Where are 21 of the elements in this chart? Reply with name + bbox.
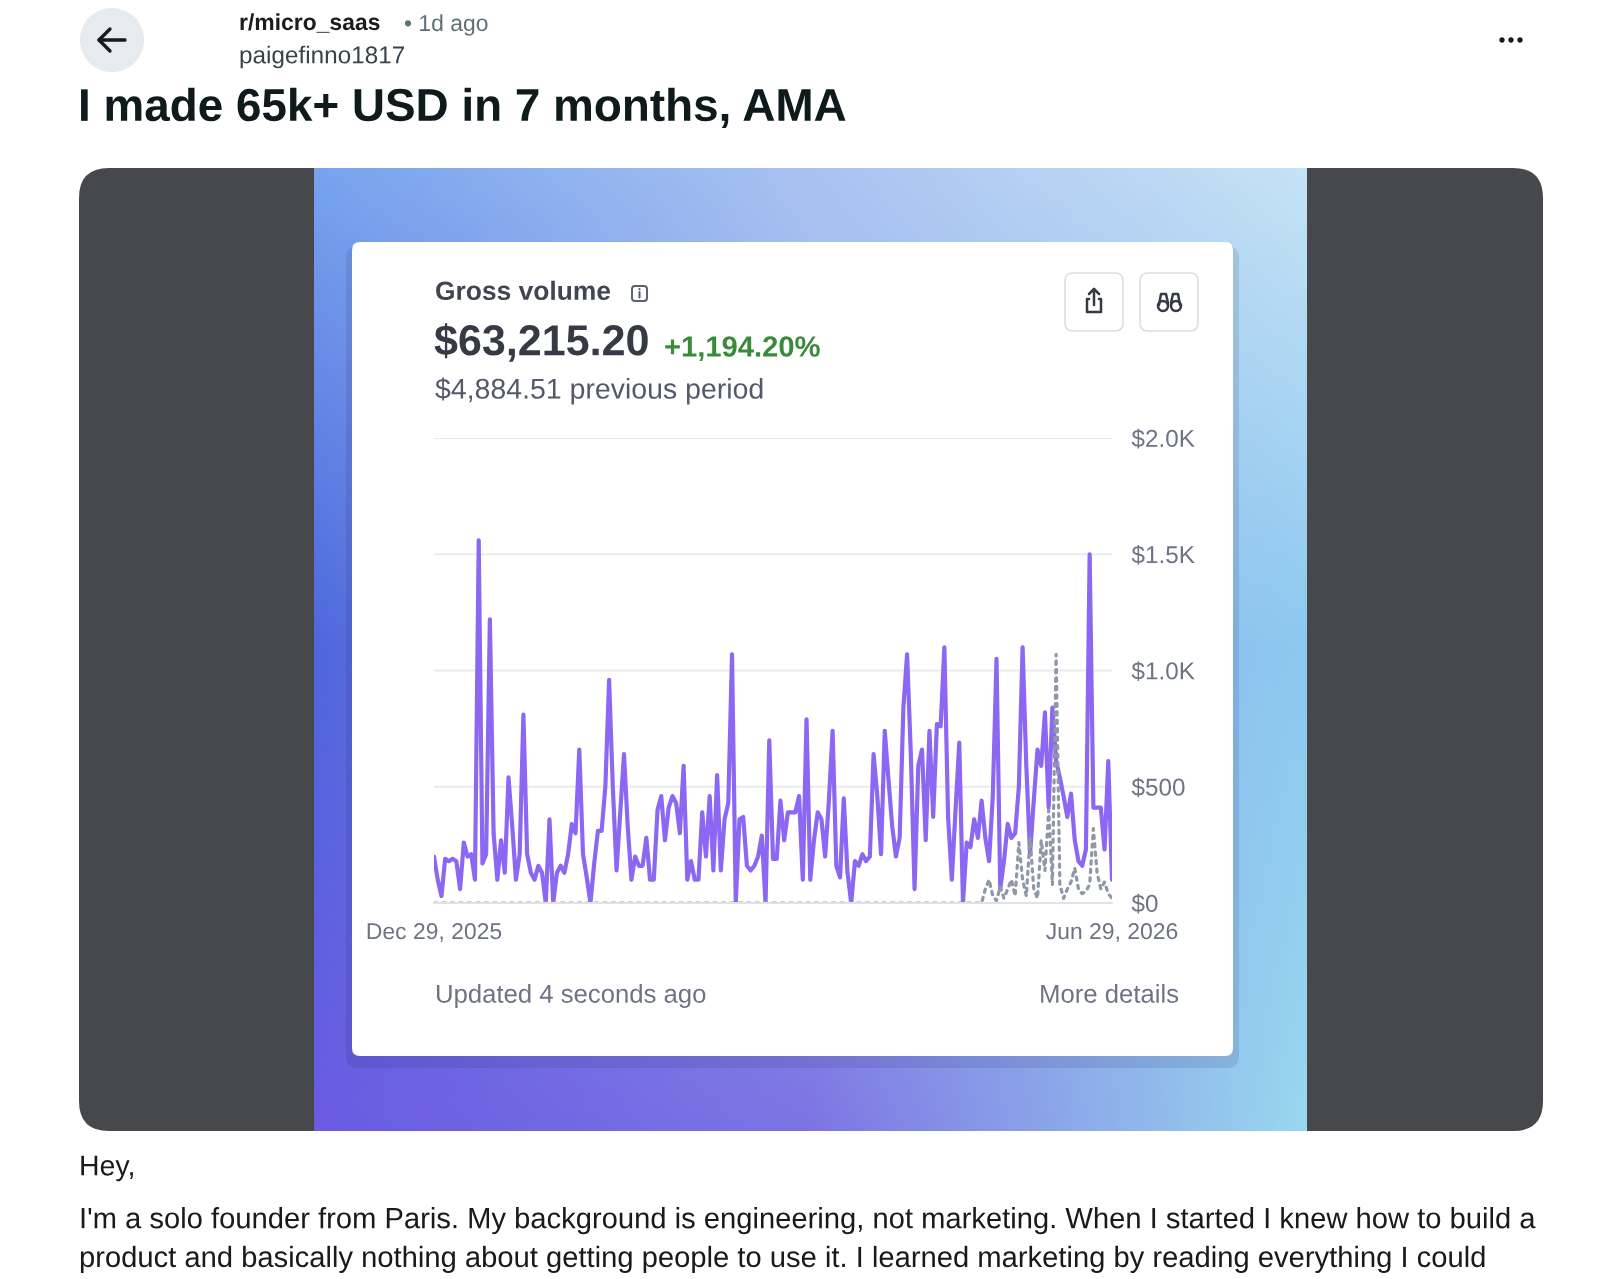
text: I'm a solo founder from Paris. My background is engineering, not marketing. When I started I knew how to build a product and basically nothing about getting people to use it. I learned marketing by reading everything I could [80, 1207, 1536, 1273]
text: I made 65k+ USD in 7 months, AMA [81, 87, 846, 128]
x-tick-label: Dec 29, 2025 [367, 923, 502, 942]
text: paigefinno1817 [240, 45, 405, 69]
y-tick-label: $1.0K [1131, 661, 1195, 681]
text: More details [1041, 984, 1179, 1003]
line-series [434, 652, 1112, 903]
y-tick-label: $1.5K [1131, 545, 1195, 565]
y-tick-label: $0 [1131, 893, 1158, 914]
text: $63,215.20 [434, 323, 648, 362]
line-series [434, 538, 1112, 903]
y-tick-label: $500 [1131, 777, 1185, 798]
text: r/micro_saas [240, 13, 380, 33]
chart-title: Gross volume [436, 280, 611, 301]
text: • 1d ago [404, 14, 488, 36]
text: +1,194.20% [665, 336, 820, 362]
text: $4,884.51 previous period [435, 377, 763, 405]
y-tick-label: $2.0K [1131, 428, 1195, 449]
text: Hey, [81, 1155, 133, 1182]
text: Updated 4 seconds ago [436, 984, 706, 1008]
x-tick-label: Jun 29, 2026 [1046, 923, 1178, 942]
